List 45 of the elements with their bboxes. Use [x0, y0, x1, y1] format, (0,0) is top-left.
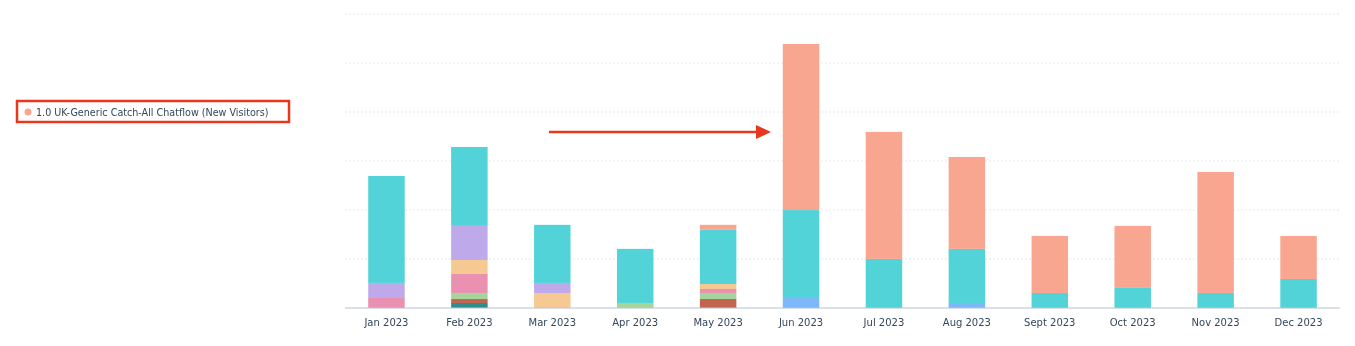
bar [1197, 292, 1234, 308]
bar [368, 282, 405, 298]
bar [948, 248, 986, 303]
bar [948, 156, 986, 249]
bar [699, 224, 737, 230]
bar [451, 299, 488, 303]
bar [451, 146, 488, 226]
bar [534, 224, 571, 283]
x-tick-label: Aug 2023 [942, 317, 991, 328]
bar [1031, 235, 1069, 293]
bar [1280, 278, 1317, 308]
bar [451, 225, 488, 260]
x-tick-label: Jul 2023 [862, 317, 905, 328]
bar [699, 288, 737, 293]
bar [865, 131, 903, 259]
bar [1031, 292, 1069, 308]
x-tick-label: Dec 2023 [1274, 317, 1323, 328]
bar [534, 282, 571, 293]
bar [1114, 225, 1151, 288]
bar [534, 292, 571, 308]
x-tick-label: Sept 2023 [1024, 317, 1076, 328]
bar [782, 210, 820, 298]
bar [1114, 287, 1151, 308]
x-tick-label: Apr 2023 [612, 317, 659, 328]
bar [451, 259, 488, 274]
x-tick-label: Feb 2023 [446, 317, 493, 328]
bar [616, 248, 654, 303]
x-tick-label: Nov 2023 [1191, 317, 1240, 328]
x-tick-label: Jun 2023 [777, 317, 824, 328]
bar [782, 44, 820, 211]
x-tick-label: Mar 2023 [528, 317, 577, 328]
bar [865, 258, 903, 308]
bar [699, 283, 737, 289]
bar [451, 292, 488, 300]
bar [368, 176, 405, 283]
x-tick-label: May 2023 [693, 317, 743, 328]
bar [699, 229, 737, 284]
bar [699, 292, 737, 300]
legend-label: 1.0 UK-Generic Catch-All Chatflow (New Visitors) [36, 107, 269, 118]
x-tick-label: Jan 2023 [363, 317, 409, 328]
bar [1280, 235, 1317, 279]
bar [1197, 172, 1234, 293]
x-tick-label: Oct 2023 [1109, 317, 1156, 328]
bar [368, 297, 405, 308]
bar [451, 273, 488, 293]
